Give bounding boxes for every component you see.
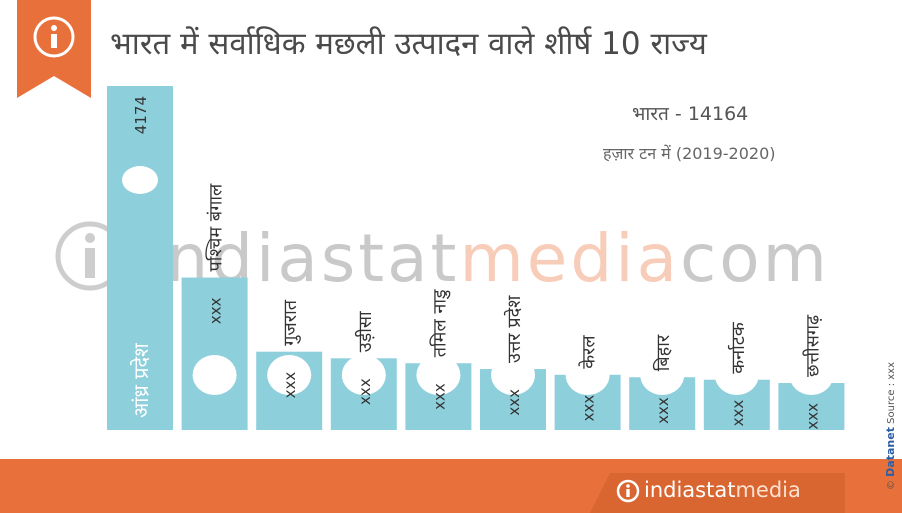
category-label: गुजरात (280, 299, 301, 346)
state-map-icon (192, 355, 237, 395)
state-map-icon (565, 355, 610, 395)
bar (107, 86, 173, 430)
category-label: बिहार (652, 334, 674, 371)
category-label: आंध्र प्रदेश (129, 343, 153, 418)
footer-logo: indiastatmedia (644, 478, 801, 502)
state-map-icon (640, 355, 685, 395)
category-label: पश्चिम बंगाल (205, 183, 227, 272)
footer-logo-part1: indiastat (644, 478, 736, 502)
bar-chart: 4174 आंध्र प्रदेश xxx पश्चिम बंगाल xxx गुजरात… (107, 86, 845, 430)
category-label: कर्नाटक (727, 321, 749, 374)
category-label: तमिल नाडु (428, 289, 450, 357)
bar-value-label: 4174 (132, 96, 150, 134)
bar-value-label: xxx (356, 378, 374, 405)
category-label: उड़ीसा (354, 311, 376, 352)
bar-value-label: xxx (281, 372, 299, 399)
india-total-label: भारत - 14164 (632, 103, 749, 125)
source-text: Source : xxx (886, 362, 897, 424)
bar-value-label: xxx (580, 395, 598, 422)
state-map-icon (491, 355, 535, 395)
category-label: केरल (578, 335, 600, 369)
unit-label: हज़ार टन में (2019-2020) (603, 144, 776, 163)
bar-value-label: xxx (654, 397, 672, 424)
watermark: indiastatmediacom (145, 220, 830, 297)
state-map-icon (416, 355, 461, 395)
datanet-brand: Datanet (884, 427, 897, 477)
category-label: उत्तर प्रदेश (503, 295, 525, 363)
state-map-icon (714, 355, 759, 395)
watermark-part3: com (680, 220, 830, 297)
bar (181, 277, 248, 430)
bar-value-label: xxx (505, 389, 523, 416)
bar-value-label: xxx (430, 383, 448, 410)
state-map-icon (341, 355, 386, 395)
info-icon (17, 0, 91, 98)
page-title: भारत में सर्वाधिक मछली उत्पादन वाले शीर्… (110, 26, 707, 62)
footer-logo-part2: media (735, 478, 801, 502)
copyright-symbol: © (886, 480, 897, 490)
source-credit: © Datanet Source : xxx (884, 362, 897, 490)
bar-value-label: xxx (729, 400, 747, 427)
bar-value-label: xxx (803, 403, 821, 430)
footer-bar (0, 459, 902, 513)
bar-value-label: xxx (207, 297, 225, 324)
state-map-icon (267, 355, 312, 395)
watermark-part2: media (459, 220, 681, 297)
category-label: छत्तीसगढ़ (801, 314, 823, 377)
state-map-icon (122, 166, 158, 194)
state-map-icon (789, 355, 834, 395)
